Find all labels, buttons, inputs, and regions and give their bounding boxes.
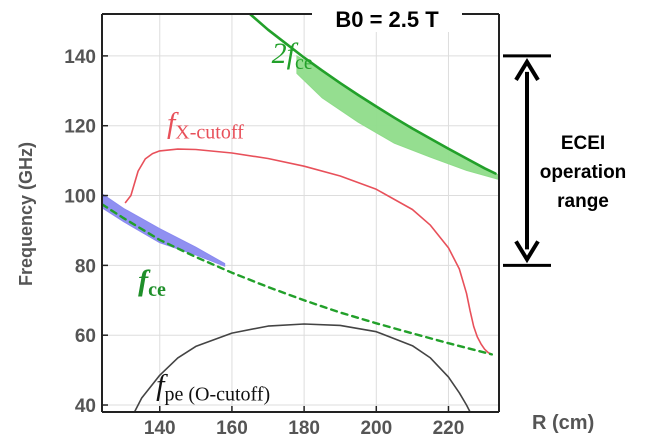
curve-label-1: fX-cutoff [167, 107, 244, 144]
x-tick-label: 160 [216, 418, 248, 438]
axes [101, 13, 500, 413]
y-tick-label: 140 [64, 47, 96, 68]
x-tick-label: 200 [360, 418, 392, 438]
range-arrow-head-up [514, 58, 540, 81]
x-axis-label: R (cm) [532, 412, 594, 434]
range-text-line: range [557, 191, 609, 212]
y-tick-label: 100 [64, 187, 96, 208]
bands [102, 55, 499, 267]
range-arrow-head-down [514, 240, 540, 264]
x-tick-label: 220 [433, 418, 465, 438]
range-text: ECEI operation range [540, 133, 627, 212]
series-line-1 [248, 14, 497, 175]
range-text-line: operation [540, 162, 627, 183]
range-indicator [503, 54, 551, 267]
x-tick-label: 140 [144, 418, 176, 438]
curve-label-2: fce [138, 264, 166, 301]
curve-label-0: 2fce [272, 37, 313, 74]
series-line-0 [124, 148, 493, 356]
range-text-line: ECEI [561, 133, 605, 154]
curve-label-3: fpe (O-cutoff) [156, 369, 270, 406]
y-tick-label: 40 [75, 396, 96, 417]
band-0 [102, 193, 226, 267]
x-tick-label: 180 [288, 418, 320, 438]
series-lines [102, 14, 497, 412]
y-tick-label: 120 [64, 117, 96, 138]
y-tick-label: 60 [75, 326, 96, 347]
y-axis-label: Frequency (GHz) [16, 142, 36, 286]
title-background [312, 6, 462, 32]
curve-labels: 2fce fX-cutoff fce fpe (O-cutoff) [138, 37, 313, 406]
series-line-3 [133, 323, 471, 412]
chart-title: B0 = 2.5 T [335, 7, 439, 32]
series-line-2 [102, 203, 493, 356]
y-tick-label: 80 [75, 256, 96, 277]
tick-labels: 140 160 180 200 220 40 60 80 100 120 140 [64, 47, 464, 438]
